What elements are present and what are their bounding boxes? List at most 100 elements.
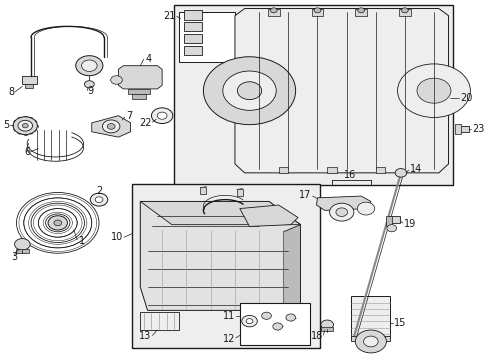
Circle shape (394, 168, 406, 177)
Text: 1: 1 (79, 236, 84, 246)
Circle shape (270, 8, 277, 13)
Text: 4: 4 (145, 54, 151, 64)
Text: 16: 16 (344, 170, 356, 180)
Bar (236, 189, 242, 196)
Circle shape (285, 314, 295, 321)
Bar (267, 9, 279, 16)
Text: 23: 23 (471, 123, 483, 134)
Polygon shape (239, 205, 298, 226)
Bar (355, 9, 366, 16)
Text: 19: 19 (403, 219, 415, 229)
Polygon shape (140, 202, 300, 310)
Bar (351, 336, 389, 342)
Circle shape (15, 239, 30, 250)
Circle shape (95, 197, 102, 203)
Bar (239, 303, 309, 345)
Polygon shape (283, 225, 300, 323)
Text: 11: 11 (222, 311, 234, 321)
Polygon shape (316, 196, 370, 210)
Circle shape (54, 220, 61, 226)
Bar (311, 9, 323, 16)
Text: 22: 22 (139, 118, 151, 128)
Circle shape (107, 123, 115, 129)
Circle shape (329, 203, 353, 221)
Polygon shape (140, 202, 300, 225)
Circle shape (397, 64, 469, 117)
Circle shape (48, 216, 67, 230)
Circle shape (416, 78, 450, 103)
Circle shape (237, 82, 261, 100)
Circle shape (241, 315, 257, 327)
Bar (326, 167, 336, 173)
Circle shape (45, 214, 70, 232)
Text: 18: 18 (311, 331, 323, 341)
Text: 3: 3 (11, 252, 17, 262)
Text: 2: 2 (96, 186, 102, 197)
Circle shape (261, 312, 271, 319)
Circle shape (203, 57, 295, 125)
Text: 17: 17 (299, 190, 311, 200)
Bar (183, 22, 202, 31)
Bar (398, 9, 410, 16)
Bar (174, 5, 452, 185)
Circle shape (90, 193, 107, 206)
Text: 14: 14 (409, 164, 421, 174)
Text: 9: 9 (87, 86, 93, 96)
Circle shape (102, 120, 120, 133)
Bar (321, 327, 332, 331)
Bar (140, 312, 179, 330)
Circle shape (18, 120, 33, 131)
Bar (132, 184, 319, 348)
Circle shape (38, 208, 77, 237)
Text: 10: 10 (111, 232, 123, 242)
Circle shape (151, 108, 172, 123)
Bar (351, 296, 389, 339)
Circle shape (363, 336, 377, 347)
Bar (388, 216, 399, 223)
Text: 7: 7 (125, 111, 132, 121)
Polygon shape (234, 9, 447, 173)
Text: 5: 5 (3, 120, 9, 130)
Circle shape (357, 8, 364, 13)
Text: 6: 6 (24, 147, 30, 157)
Bar (375, 167, 385, 173)
Polygon shape (92, 116, 130, 137)
Bar (278, 167, 288, 173)
Circle shape (355, 330, 386, 353)
Text: 12: 12 (222, 334, 234, 344)
Circle shape (357, 202, 374, 215)
Bar (132, 94, 145, 99)
Circle shape (320, 320, 333, 329)
Circle shape (76, 56, 102, 76)
Circle shape (245, 319, 252, 324)
Text: 15: 15 (393, 318, 406, 328)
Bar (22, 76, 37, 84)
Circle shape (401, 8, 407, 13)
Circle shape (223, 71, 276, 111)
Circle shape (17, 193, 99, 253)
Circle shape (335, 208, 347, 216)
Text: 8: 8 (8, 87, 14, 98)
Text: 20: 20 (460, 93, 472, 103)
Circle shape (272, 323, 282, 330)
Circle shape (313, 8, 320, 13)
Text: 21: 21 (163, 11, 175, 21)
Circle shape (31, 203, 84, 243)
Bar (183, 46, 202, 55)
Circle shape (386, 225, 396, 232)
Circle shape (84, 81, 94, 88)
Bar (386, 216, 391, 226)
Circle shape (13, 117, 37, 135)
Polygon shape (118, 66, 162, 89)
Circle shape (24, 198, 92, 248)
Circle shape (81, 60, 97, 71)
Bar (454, 123, 460, 134)
Bar (183, 10, 202, 19)
Circle shape (157, 112, 166, 119)
Bar (128, 89, 150, 94)
Bar (179, 12, 234, 62)
Circle shape (22, 123, 28, 128)
Bar (457, 126, 468, 132)
Circle shape (110, 76, 122, 84)
Text: 13: 13 (139, 332, 151, 342)
